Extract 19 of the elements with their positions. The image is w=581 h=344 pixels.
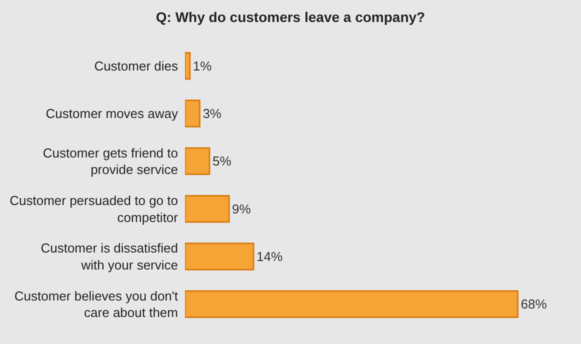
data-label: 3% bbox=[202, 106, 222, 121]
data-label: 5% bbox=[212, 154, 232, 169]
bar bbox=[185, 147, 210, 176]
y-tick-label: Customer persuaded to go to competitor bbox=[10, 192, 179, 225]
data-label: 14% bbox=[256, 249, 283, 264]
data-label: 1% bbox=[192, 58, 212, 74]
y-tick-label: Customer gets friend to provide service bbox=[42, 145, 178, 178]
y-tick-label: Customer moves away bbox=[46, 106, 178, 122]
y-tick-label: Customer is dissatisfied with your service bbox=[40, 240, 178, 272]
bar bbox=[185, 290, 518, 318]
bar bbox=[185, 52, 191, 80]
data-label: 9% bbox=[232, 201, 252, 216]
bar bbox=[185, 194, 230, 223]
chart-title: Q: Why do customers leave a company? bbox=[156, 8, 426, 25]
bar bbox=[185, 100, 200, 128]
bar bbox=[185, 242, 254, 270]
y-tick-label: Customer believes you don't care about them bbox=[14, 288, 178, 320]
data-label: 68% bbox=[520, 296, 548, 312]
y-tick-label: Customer dies bbox=[94, 58, 178, 74]
